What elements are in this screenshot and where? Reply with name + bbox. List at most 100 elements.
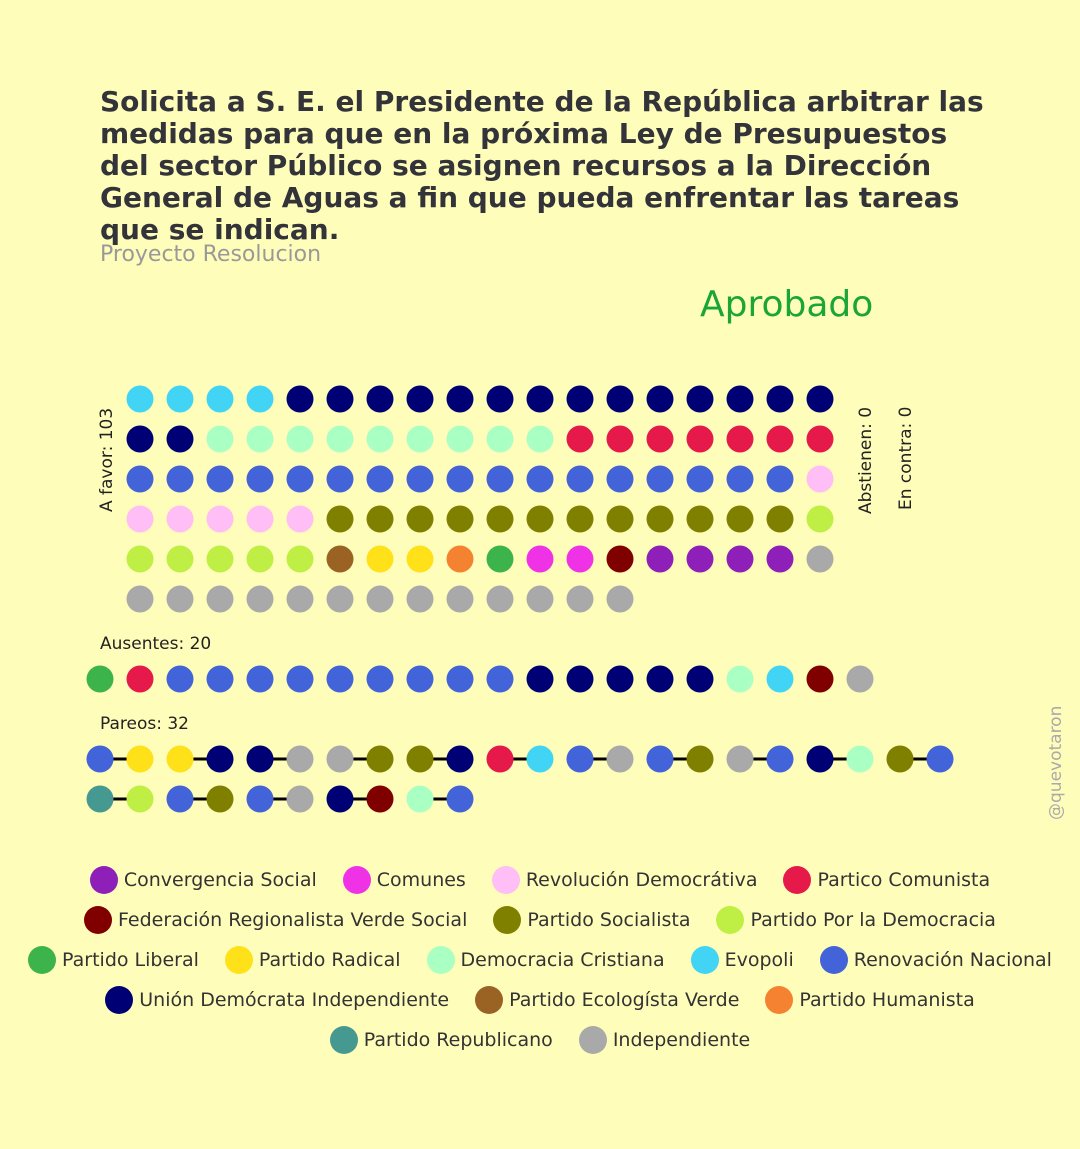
favor-dot: [366, 425, 394, 453]
favor-dot: [526, 425, 554, 453]
legend-label: Partido Ecologísta Verde: [509, 989, 740, 1011]
legend-item: Evopoli: [690, 946, 794, 974]
result-status: Aprobado: [700, 284, 874, 325]
pareo-dot: [326, 745, 354, 773]
pareo-dot: [486, 745, 514, 773]
legend-label: Independiente: [612, 1029, 751, 1051]
favor-dot: [446, 425, 474, 453]
legend-item: Comunes: [342, 866, 466, 894]
pareo-dot: [446, 785, 474, 813]
favor-dot: [726, 545, 754, 573]
legend-item: Independiente: [578, 1026, 751, 1054]
subtitle: Proyecto Resolucion: [100, 242, 322, 267]
legend-swatch: [426, 946, 455, 974]
pareo-dot: [86, 785, 114, 813]
favor-dot: [686, 505, 714, 533]
pareo-dot: [246, 785, 274, 813]
ausente-dot: [446, 665, 474, 693]
ausente-dot: [806, 665, 834, 693]
pareo-dot: [326, 785, 354, 813]
favor-dot: [206, 385, 234, 413]
favor-dot: [646, 505, 674, 533]
favor-dot: [286, 585, 314, 613]
favor-dot: [326, 425, 354, 453]
favor-dot: [486, 585, 514, 613]
favor-dot: [446, 385, 474, 413]
legend-item: Partido Ecologísta Verde: [475, 986, 739, 1014]
legend-swatch: [578, 1026, 607, 1054]
legend-swatch: [84, 906, 113, 934]
favor-dot: [166, 545, 194, 573]
favor-dot: [646, 545, 674, 573]
pareo-dot: [846, 745, 874, 773]
favor-dot: [326, 465, 354, 493]
ausente-dot: [726, 665, 754, 693]
favor-dot: [686, 425, 714, 453]
ausente-dot: [646, 665, 674, 693]
favor-dot: [166, 585, 194, 613]
legend-item: Renovación Nacional: [819, 946, 1052, 974]
favor-dot: [606, 585, 634, 613]
favor-dot: [126, 505, 154, 533]
favor-dot: [606, 505, 634, 533]
favor-dot: [566, 585, 594, 613]
favor-dot: [566, 425, 594, 453]
pareos-label: Pareos: 32: [100, 714, 190, 734]
legend-swatch: [783, 866, 812, 894]
favor-dot: [606, 425, 634, 453]
legend-swatch: [329, 1026, 358, 1054]
favor-dot: [726, 425, 754, 453]
favor-dot: [126, 385, 154, 413]
favor-dot: [566, 505, 594, 533]
favor-dot: [126, 545, 154, 573]
legend-label: Unión Demócrata Independiente: [139, 989, 450, 1011]
legend-row: Partido Republicano Independiente: [0, 1020, 1080, 1060]
pareo-dot: [886, 745, 914, 773]
legend-label: Partido Radical: [258, 949, 401, 971]
pareo-dot: [126, 785, 154, 813]
favor-dot: [366, 505, 394, 533]
favor-dot: [406, 385, 434, 413]
favor-dot: [446, 505, 474, 533]
favor-dot: [726, 505, 754, 533]
favor-dot: [206, 505, 234, 533]
favor-dot: [326, 385, 354, 413]
favor-dot: [286, 505, 314, 533]
legend-label: Renovación Nacional: [853, 949, 1052, 971]
page-title: Solicita a S. E. el Presidente de la Rep…: [100, 85, 984, 246]
legend-label: Partico Comunista: [817, 869, 991, 891]
legend-item: Democracia Cristiana: [426, 946, 665, 974]
pareo-dot: [606, 745, 634, 773]
favor-dot: [726, 385, 754, 413]
favor-dot: [686, 385, 714, 413]
favor-dot: [766, 465, 794, 493]
legend-swatch: [716, 906, 745, 934]
favor-dot: [526, 545, 554, 573]
favor-dot: [566, 545, 594, 573]
pareo-dot: [926, 745, 954, 773]
favor-dot: [526, 505, 554, 533]
favor-dot: [126, 425, 154, 453]
favor-dot: [166, 425, 194, 453]
favor-dot: [246, 425, 274, 453]
favor-dot: [286, 385, 314, 413]
favor-dot: [246, 545, 274, 573]
pareo-dot: [446, 745, 474, 773]
pareo-dot: [126, 745, 154, 773]
legend-item: Convergencia Social: [89, 866, 317, 894]
legend-label: Comunes: [376, 869, 466, 891]
favor-dot: [326, 545, 354, 573]
legend-label: Revolución Democrátiva: [525, 869, 758, 891]
legend-swatch: [493, 906, 522, 934]
pareo-dot: [646, 745, 674, 773]
ausente-dot: [846, 665, 874, 693]
legend-label: Partido Por la Democracia: [750, 909, 996, 931]
favor-dot: [806, 425, 834, 453]
favor-dot: [806, 385, 834, 413]
pareo-dot: [166, 745, 194, 773]
legend-row: Federación Regionalista Verde Social Part…: [0, 900, 1080, 940]
favor-dot: [286, 465, 314, 493]
favor-dot: [166, 465, 194, 493]
favor-dot: [246, 385, 274, 413]
legend-item: Unión Demócrata Independiente: [105, 986, 449, 1014]
